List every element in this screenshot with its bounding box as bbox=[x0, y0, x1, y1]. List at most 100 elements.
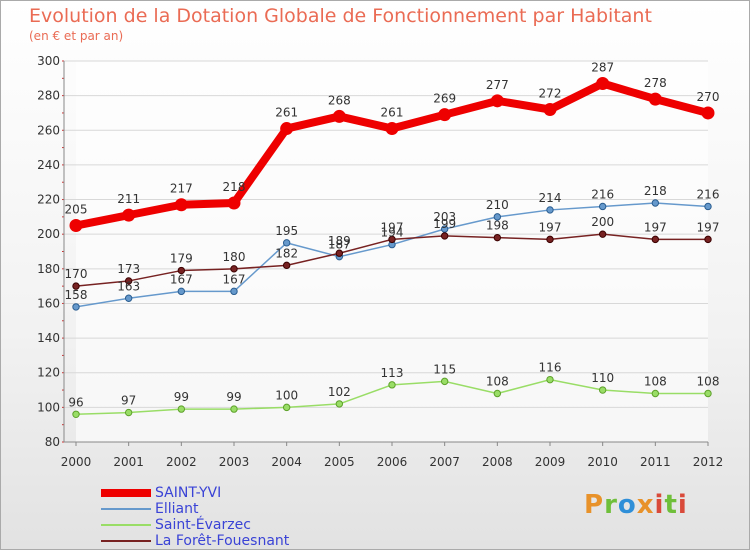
x-tick-label: 2001 bbox=[113, 455, 144, 469]
data-point-elliant bbox=[704, 202, 712, 211]
data-label: 100 bbox=[275, 388, 298, 402]
data-label: 270 bbox=[697, 90, 720, 104]
data-point-saint-yvi bbox=[385, 122, 399, 136]
data-point-saint-evarzec bbox=[440, 377, 449, 386]
data-point-saint-evarzec bbox=[72, 410, 80, 418]
data-label: 113 bbox=[381, 366, 404, 380]
data-label: 197 bbox=[644, 220, 667, 234]
legend-swatch bbox=[101, 489, 151, 497]
legend-label: Elliant bbox=[155, 501, 199, 517]
data-point-saint-yvi bbox=[332, 109, 346, 123]
data-label: 211 bbox=[117, 192, 140, 206]
data-label: 182 bbox=[275, 246, 298, 260]
data-label: 99 bbox=[226, 390, 241, 404]
legend-label: Saint-Évarzec bbox=[155, 517, 251, 533]
data-label: 216 bbox=[697, 187, 720, 201]
y-tick-label: 260 bbox=[37, 123, 60, 137]
y-tick-label: 160 bbox=[37, 296, 60, 310]
data-point-la-foret-fouesnant bbox=[440, 232, 449, 240]
data-point-la-foret-fouesnant bbox=[598, 230, 607, 238]
data-point-elliant bbox=[282, 239, 291, 247]
data-point-saint-evarzec bbox=[598, 386, 607, 394]
data-label: 167 bbox=[223, 272, 246, 286]
data-label: 197 bbox=[381, 220, 404, 234]
data-label: 268 bbox=[328, 93, 351, 107]
data-label: 261 bbox=[275, 106, 298, 120]
data-point-saint-yvi bbox=[701, 106, 715, 120]
data-label: 97 bbox=[121, 394, 136, 408]
y-tick-label: 180 bbox=[37, 262, 60, 276]
y-tick-label: 220 bbox=[37, 193, 60, 207]
data-point-saint-evarzec bbox=[546, 375, 554, 384]
data-label: 99 bbox=[174, 390, 189, 404]
y-tick-label: 300 bbox=[37, 54, 60, 68]
data-label: 218 bbox=[223, 180, 246, 194]
data-point-saint-evarzec bbox=[230, 405, 238, 413]
x-tick-label: 2002 bbox=[166, 455, 197, 469]
data-label: 197 bbox=[539, 220, 562, 234]
data-point-la-foret-fouesnant bbox=[335, 249, 344, 257]
data-label: 158 bbox=[65, 288, 88, 302]
data-point-saint-evarzec bbox=[124, 408, 133, 417]
data-label: 96 bbox=[68, 395, 83, 409]
data-label: 187 bbox=[328, 238, 351, 252]
data-label: 278 bbox=[644, 76, 667, 90]
data-point-saint-yvi bbox=[227, 196, 241, 210]
data-point-elliant bbox=[493, 213, 502, 221]
y-tick-label: 200 bbox=[37, 227, 60, 241]
data-point-elliant bbox=[598, 202, 607, 211]
data-point-saint-yvi bbox=[280, 122, 294, 136]
y-tick-label: 100 bbox=[37, 400, 60, 414]
data-point-la-foret-fouesnant bbox=[124, 277, 133, 285]
y-tick-label: 240 bbox=[37, 158, 60, 172]
data-point-saint-yvi bbox=[490, 94, 504, 108]
data-label: 261 bbox=[381, 106, 404, 120]
data-point-saint-yvi bbox=[648, 92, 662, 106]
data-label: 108 bbox=[697, 375, 720, 389]
data-point-saint-evarzec bbox=[493, 389, 502, 398]
data-point-saint-yvi bbox=[122, 208, 136, 222]
legend-label: La Forêt-Fouesnant bbox=[155, 533, 290, 549]
y-tick-label: 120 bbox=[37, 366, 60, 380]
legend-swatch bbox=[101, 540, 151, 542]
data-label: 199 bbox=[433, 217, 456, 231]
x-tick-label: 2012 bbox=[693, 455, 724, 469]
data-label: 110 bbox=[591, 371, 614, 385]
legend-label: SAINT-YVI bbox=[155, 485, 222, 501]
data-label: 210 bbox=[486, 198, 509, 212]
data-label: 170 bbox=[65, 267, 88, 281]
data-point-saint-yvi bbox=[438, 108, 452, 122]
data-point-elliant bbox=[546, 206, 554, 214]
legend-swatch bbox=[101, 508, 151, 510]
data-label: 216 bbox=[591, 187, 614, 201]
x-tick-label: 2000 bbox=[61, 455, 92, 469]
data-label: 179 bbox=[170, 252, 193, 266]
data-label: 167 bbox=[170, 272, 193, 286]
data-point-la-foret-fouesnant bbox=[546, 235, 554, 244]
data-label: 108 bbox=[486, 375, 509, 389]
data-point-la-foret-fouesnant bbox=[704, 235, 712, 244]
data-point-saint-evarzec bbox=[282, 403, 291, 412]
data-point-la-foret-fouesnant bbox=[651, 235, 660, 244]
data-point-elliant bbox=[651, 199, 660, 207]
data-point-saint-evarzec bbox=[388, 381, 396, 389]
data-point-elliant bbox=[440, 225, 449, 233]
proxiti-logo: Proxiti bbox=[584, 490, 688, 520]
data-label: 287 bbox=[591, 61, 614, 75]
y-tick-label: 280 bbox=[37, 89, 60, 103]
data-point-saint-evarzec bbox=[335, 400, 344, 408]
x-tick-label: 2006 bbox=[377, 455, 408, 469]
data-label: 102 bbox=[328, 385, 351, 399]
data-label: 195 bbox=[275, 224, 298, 238]
data-label: 115 bbox=[433, 362, 456, 376]
chart-title: Evolution de la Dotation Globale de Fonc… bbox=[29, 5, 652, 27]
data-label: 218 bbox=[644, 184, 667, 198]
data-label: 108 bbox=[644, 375, 667, 389]
data-point-elliant bbox=[230, 287, 238, 296]
data-point-saint-yvi bbox=[543, 102, 557, 116]
data-point-la-foret-fouesnant bbox=[493, 233, 502, 242]
chart-subtitle: (en € et par an) bbox=[29, 29, 124, 43]
x-tick-label: 2004 bbox=[271, 455, 302, 469]
data-label: 198 bbox=[486, 219, 509, 233]
